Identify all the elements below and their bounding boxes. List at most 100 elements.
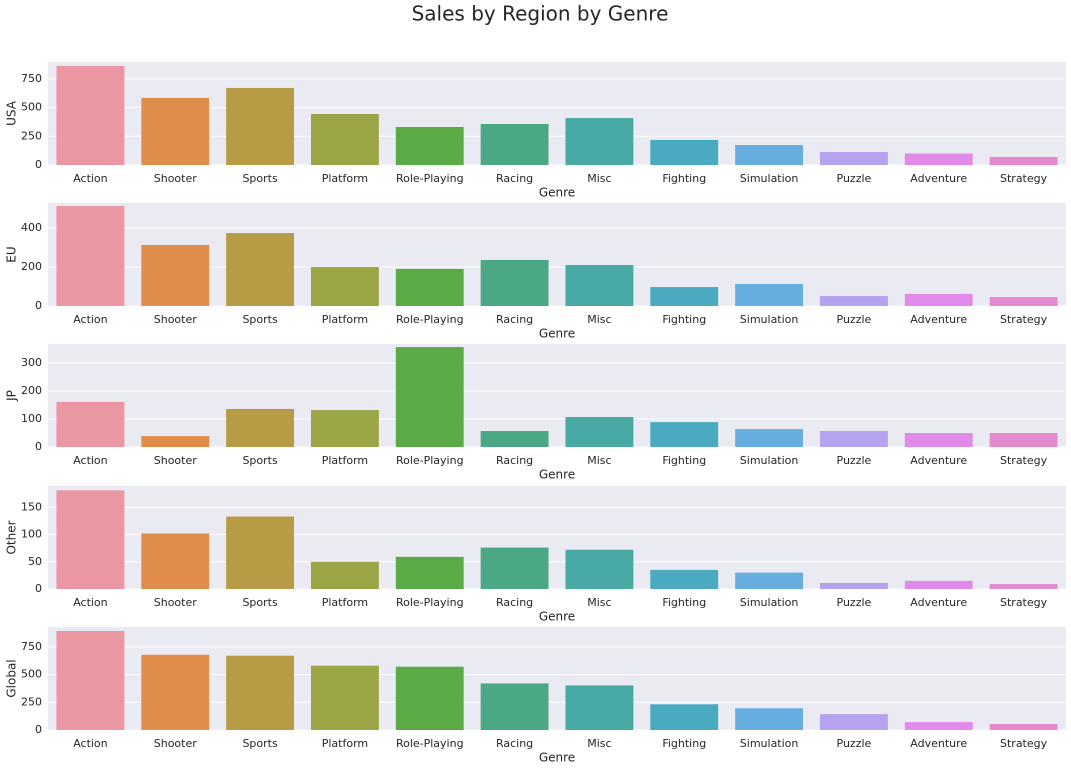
- x-tick-label: Role-Playing: [396, 172, 464, 185]
- subplot: 0 200 400 Action Shooter Sports Platform Role-P…: [5, 203, 1066, 341]
- x-tick-label: Puzzle: [837, 596, 872, 609]
- x-tick-label: Sports: [242, 172, 278, 185]
- bar: [565, 118, 634, 165]
- bar: [226, 233, 295, 306]
- x-tick-label: Role-Playing: [396, 454, 464, 467]
- x-tick-label: Simulation: [740, 737, 799, 750]
- x-tick-label: Strategy: [1000, 172, 1048, 185]
- bar: [819, 152, 888, 165]
- y-tick-label: 250: [21, 695, 42, 708]
- bar: [480, 124, 549, 165]
- x-tick-label: Sports: [242, 737, 278, 750]
- x-tick-label: Puzzle: [837, 454, 872, 467]
- x-tick-label: Strategy: [1000, 313, 1048, 326]
- bar: [141, 654, 210, 730]
- x-tick-label: Sports: [242, 313, 278, 326]
- bar: [56, 401, 125, 447]
- subplot: 0 250 500 750 Action Shooter Sports Platform Rol…: [5, 627, 1066, 765]
- bar: [56, 66, 125, 165]
- bar: [56, 490, 125, 589]
- bar: [395, 347, 464, 447]
- bar: [480, 259, 549, 306]
- x-axis-label: Genre: [539, 610, 575, 624]
- x-tick-label: Misc: [587, 313, 611, 326]
- x-tick-label: Fighting: [662, 313, 706, 326]
- x-tick-label: Puzzle: [837, 737, 872, 750]
- x-axis-label: Genre: [539, 751, 575, 765]
- bar: [141, 436, 210, 447]
- bar: [819, 431, 888, 447]
- x-tick-label: Sports: [242, 454, 278, 467]
- bar: [989, 156, 1058, 165]
- x-tick-label: Simulation: [740, 172, 799, 185]
- x-tick-label: Platform: [322, 313, 368, 326]
- subplot: 0 250 500 750 Action Shooter Sports Platform Rol…: [5, 62, 1066, 200]
- bar: [395, 666, 464, 730]
- x-tick-label: Fighting: [662, 172, 706, 185]
- y-tick-label: 150: [21, 500, 42, 513]
- y-tick-label: 500: [21, 101, 42, 114]
- bar: [226, 516, 295, 589]
- x-tick-label: Adventure: [910, 172, 967, 185]
- y-tick-label: 200: [21, 260, 42, 273]
- x-tick-label: Simulation: [740, 313, 799, 326]
- bar: [565, 685, 634, 730]
- y-tick-label: 250: [21, 129, 42, 142]
- bar: [141, 533, 210, 589]
- x-tick-label: Misc: [587, 596, 611, 609]
- x-tick-label: Platform: [322, 737, 368, 750]
- x-tick-label: Adventure: [910, 596, 967, 609]
- bar: [226, 655, 295, 730]
- x-tick-label: Adventure: [910, 737, 967, 750]
- x-tick-label: Shooter: [154, 454, 197, 467]
- x-tick-label: Adventure: [910, 454, 967, 467]
- bar: [735, 283, 804, 306]
- y-tick-label: 400: [21, 221, 42, 234]
- y-axis-label: JP: [5, 390, 19, 402]
- plot-background: [48, 203, 1066, 306]
- x-tick-label: Platform: [322, 596, 368, 609]
- bar: [310, 410, 379, 447]
- x-tick-label: Platform: [322, 454, 368, 467]
- bar: [819, 714, 888, 730]
- x-tick-label: Action: [73, 454, 107, 467]
- bar: [226, 87, 295, 165]
- bar: [650, 139, 719, 165]
- bar: [310, 114, 379, 165]
- bar: [650, 569, 719, 589]
- bar: [226, 408, 295, 447]
- figure-title: Sales by Region by Genre: [412, 2, 669, 26]
- bar: [310, 665, 379, 730]
- bar: [310, 561, 379, 589]
- y-axis-label: USA: [5, 100, 19, 126]
- y-tick-label: 0: [35, 582, 42, 595]
- x-tick-label: Shooter: [154, 313, 197, 326]
- y-tick-label: 100: [21, 412, 42, 425]
- bar: [989, 584, 1058, 589]
- bar: [141, 97, 210, 165]
- y-tick-label: 750: [21, 72, 42, 85]
- bar: [56, 205, 125, 306]
- y-tick-label: 100: [21, 528, 42, 541]
- bar: [565, 549, 634, 589]
- bar: [650, 287, 719, 306]
- plot-background: [48, 627, 1066, 730]
- x-tick-label: Puzzle: [837, 313, 872, 326]
- plot-background: [48, 486, 1066, 589]
- bar: [565, 417, 634, 447]
- bar: [735, 708, 804, 730]
- bar: [904, 722, 973, 730]
- y-tick-label: 200: [21, 384, 42, 397]
- x-tick-label: Racing: [496, 454, 533, 467]
- y-tick-label: 50: [28, 555, 42, 568]
- y-axis-label: Global: [5, 659, 19, 697]
- x-tick-label: Action: [73, 596, 107, 609]
- x-tick-label: Shooter: [154, 737, 197, 750]
- bar: [56, 630, 125, 730]
- x-tick-label: Action: [73, 172, 107, 185]
- x-axis-label: Genre: [539, 327, 575, 341]
- bar: [395, 126, 464, 165]
- x-tick-label: Fighting: [662, 596, 706, 609]
